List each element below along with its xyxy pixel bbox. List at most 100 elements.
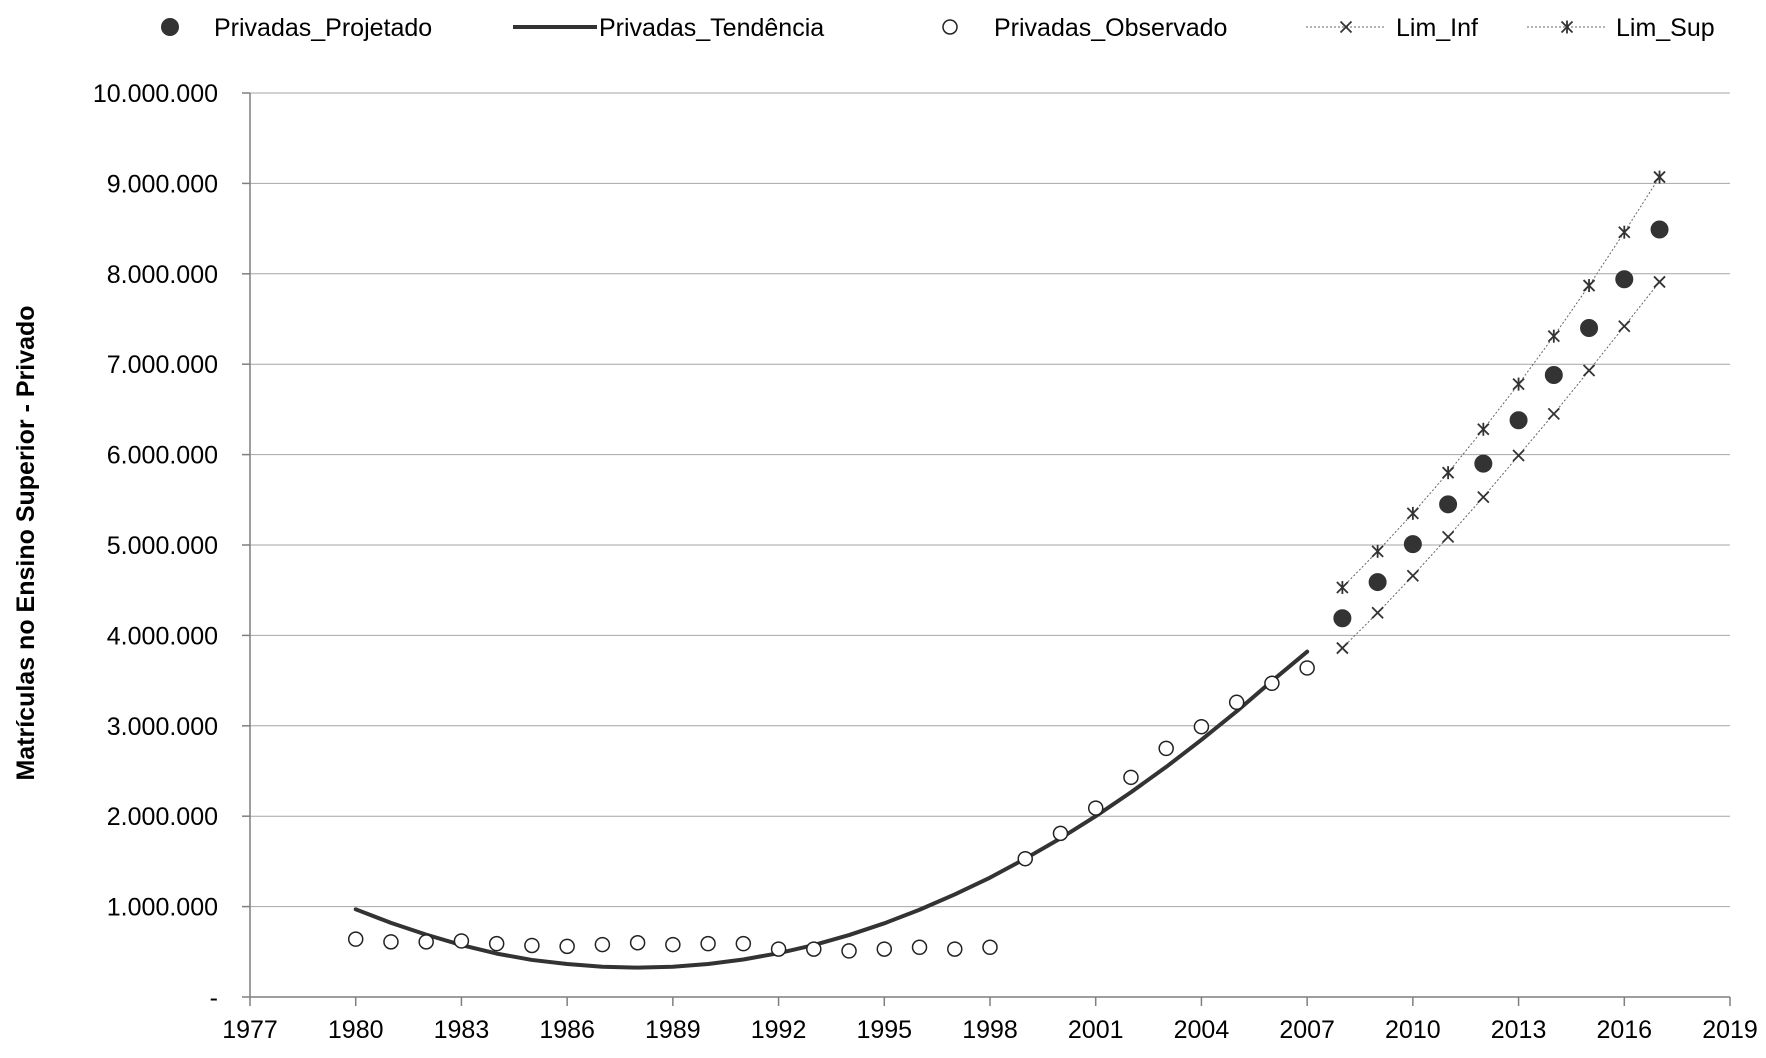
point-privadas-observado (453, 933, 470, 949)
point-privadas-observado (700, 935, 716, 952)
point-lim-inf (1477, 490, 1490, 504)
series-line-lim-sup (1342, 176, 1660, 588)
point-privadas-observado (1052, 825, 1069, 842)
point-lim-inf (1371, 606, 1384, 619)
legend-label: Privadas_Tendência (599, 14, 824, 42)
point-lim-inf-stroke (1582, 364, 1596, 377)
point-privadas-observado (806, 941, 822, 957)
point-privadas-observado (524, 937, 540, 954)
point-privadas-observado (1264, 675, 1280, 692)
legend-marker-stroke (1339, 20, 1353, 34)
point-privadas-observado (911, 939, 928, 956)
legend-marker (1560, 20, 1574, 34)
point-privadas-projetado (1509, 411, 1528, 430)
point-privadas-projetado (1368, 573, 1387, 592)
x-tick-label: 2004 (1174, 1016, 1230, 1044)
legend-marker (1339, 20, 1353, 34)
point-privadas-observado (594, 936, 611, 953)
point-privadas-observado (1228, 694, 1245, 711)
legend-item-privadas-tend-ncia: Privadas_Tendência (513, 14, 824, 42)
point-privadas-observado (1193, 718, 1210, 735)
point-privadas-observado (876, 941, 893, 957)
point-privadas-observado (383, 934, 399, 950)
x-tick-label: 2001 (1068, 1016, 1124, 1044)
point-lim-inf-stroke (1441, 530, 1455, 544)
point-lim-sup (1371, 544, 1384, 558)
y-tick-label: 1.000.000 (107, 894, 218, 922)
point-lim-inf-stroke (1512, 449, 1525, 462)
legend-label: Lim_Inf (1396, 14, 1478, 42)
y-axis-title: Matrículas no Ensino Superior - Privado (12, 305, 40, 780)
point-lim-inf-stroke (1477, 490, 1490, 504)
legend-marker (161, 18, 179, 36)
x-tick-label: 1995 (856, 1016, 912, 1044)
point-privadas-projetado (1544, 366, 1563, 385)
point-privadas-observado (1158, 740, 1174, 757)
x-tick-label: 1983 (434, 1016, 490, 1044)
legend-item-lim-sup: Lim_Sup (1527, 14, 1715, 42)
point-lim-sup (1653, 170, 1666, 184)
x-tick-label: 2010 (1385, 1016, 1441, 1044)
point-privadas-projetado (1403, 535, 1422, 554)
point-privadas-observado (982, 939, 998, 956)
point-lim-sup (1477, 422, 1490, 436)
point-lim-inf (1336, 641, 1349, 655)
point-privadas-projetado (1615, 270, 1634, 289)
point-privadas-observado (665, 936, 681, 953)
point-lim-inf (1618, 320, 1631, 333)
point-lim-sup (1406, 506, 1419, 520)
series-layer (347, 170, 1669, 970)
point-privadas-observado (841, 943, 857, 959)
grid-layer (250, 92, 1730, 908)
point-lim-inf-stroke (1336, 641, 1349, 655)
y-tick-label: 6.000.000 (107, 442, 218, 470)
point-lim-inf-stroke (1371, 606, 1384, 619)
axis-layer: - 1.000.000 2.000.000 3.000.000 4.000.000 5.0… (93, 80, 1758, 1044)
point-lim-sup (1336, 580, 1349, 594)
series-line-lim-inf (1342, 281, 1660, 649)
point-lim-inf-stroke (1653, 275, 1666, 289)
point-lim-sup (1582, 279, 1596, 293)
x-tick-label: 2013 (1491, 1016, 1547, 1044)
point-lim-sup (1547, 329, 1560, 343)
legend-label: Lim_Sup (1616, 14, 1715, 42)
point-privadas-observado (418, 934, 434, 950)
x-tick-label: 1992 (751, 1016, 807, 1044)
point-privadas-projetado (1333, 609, 1352, 628)
point-lim-sup (1441, 466, 1455, 480)
point-privadas-projetado (1474, 454, 1493, 473)
y-tick-label: 5.000.000 (107, 532, 218, 560)
point-lim-inf-stroke (1547, 407, 1560, 421)
point-lim-inf (1582, 364, 1596, 377)
point-privadas-observado (347, 931, 364, 947)
legend: Privadas_Projetado Privadas_Tendência Priv… (161, 14, 1715, 42)
legend-item-privadas-observado: Privadas_Observado (942, 14, 1227, 42)
point-privadas-observado (1123, 769, 1139, 786)
point-privadas-observado (1087, 800, 1104, 816)
x-tick-label: 1980 (328, 1016, 384, 1044)
y-tick-label: 2.000.000 (107, 803, 218, 831)
x-tick-label: 2016 (1596, 1016, 1652, 1044)
x-tick-label: 1989 (645, 1016, 701, 1044)
x-tick-label: 1998 (962, 1016, 1018, 1044)
y-tick-label: - (210, 984, 218, 1012)
legend-label: Privadas_Observado (994, 14, 1227, 42)
point-lim-inf-stroke (1618, 320, 1631, 333)
point-lim-inf-stroke (1406, 569, 1419, 582)
legend-marker (942, 19, 958, 35)
legend-label: Privadas_Projetado (214, 14, 432, 42)
y-tick-label: 8.000.000 (107, 261, 218, 289)
point-privadas-observado (947, 941, 963, 957)
point-privadas-observado (1017, 850, 1033, 867)
series-line-privadas-tend-ncia (353, 649, 1310, 970)
y-tick-label: 7.000.000 (107, 351, 218, 379)
point-privadas-projetado (1580, 319, 1599, 338)
point-lim-inf (1441, 530, 1455, 544)
point-privadas-observado (629, 935, 646, 951)
point-privadas-observado (735, 935, 752, 952)
point-privadas-observado (1299, 660, 1315, 676)
point-privadas-observado (770, 941, 787, 957)
point-privadas-projetado (1439, 495, 1458, 514)
